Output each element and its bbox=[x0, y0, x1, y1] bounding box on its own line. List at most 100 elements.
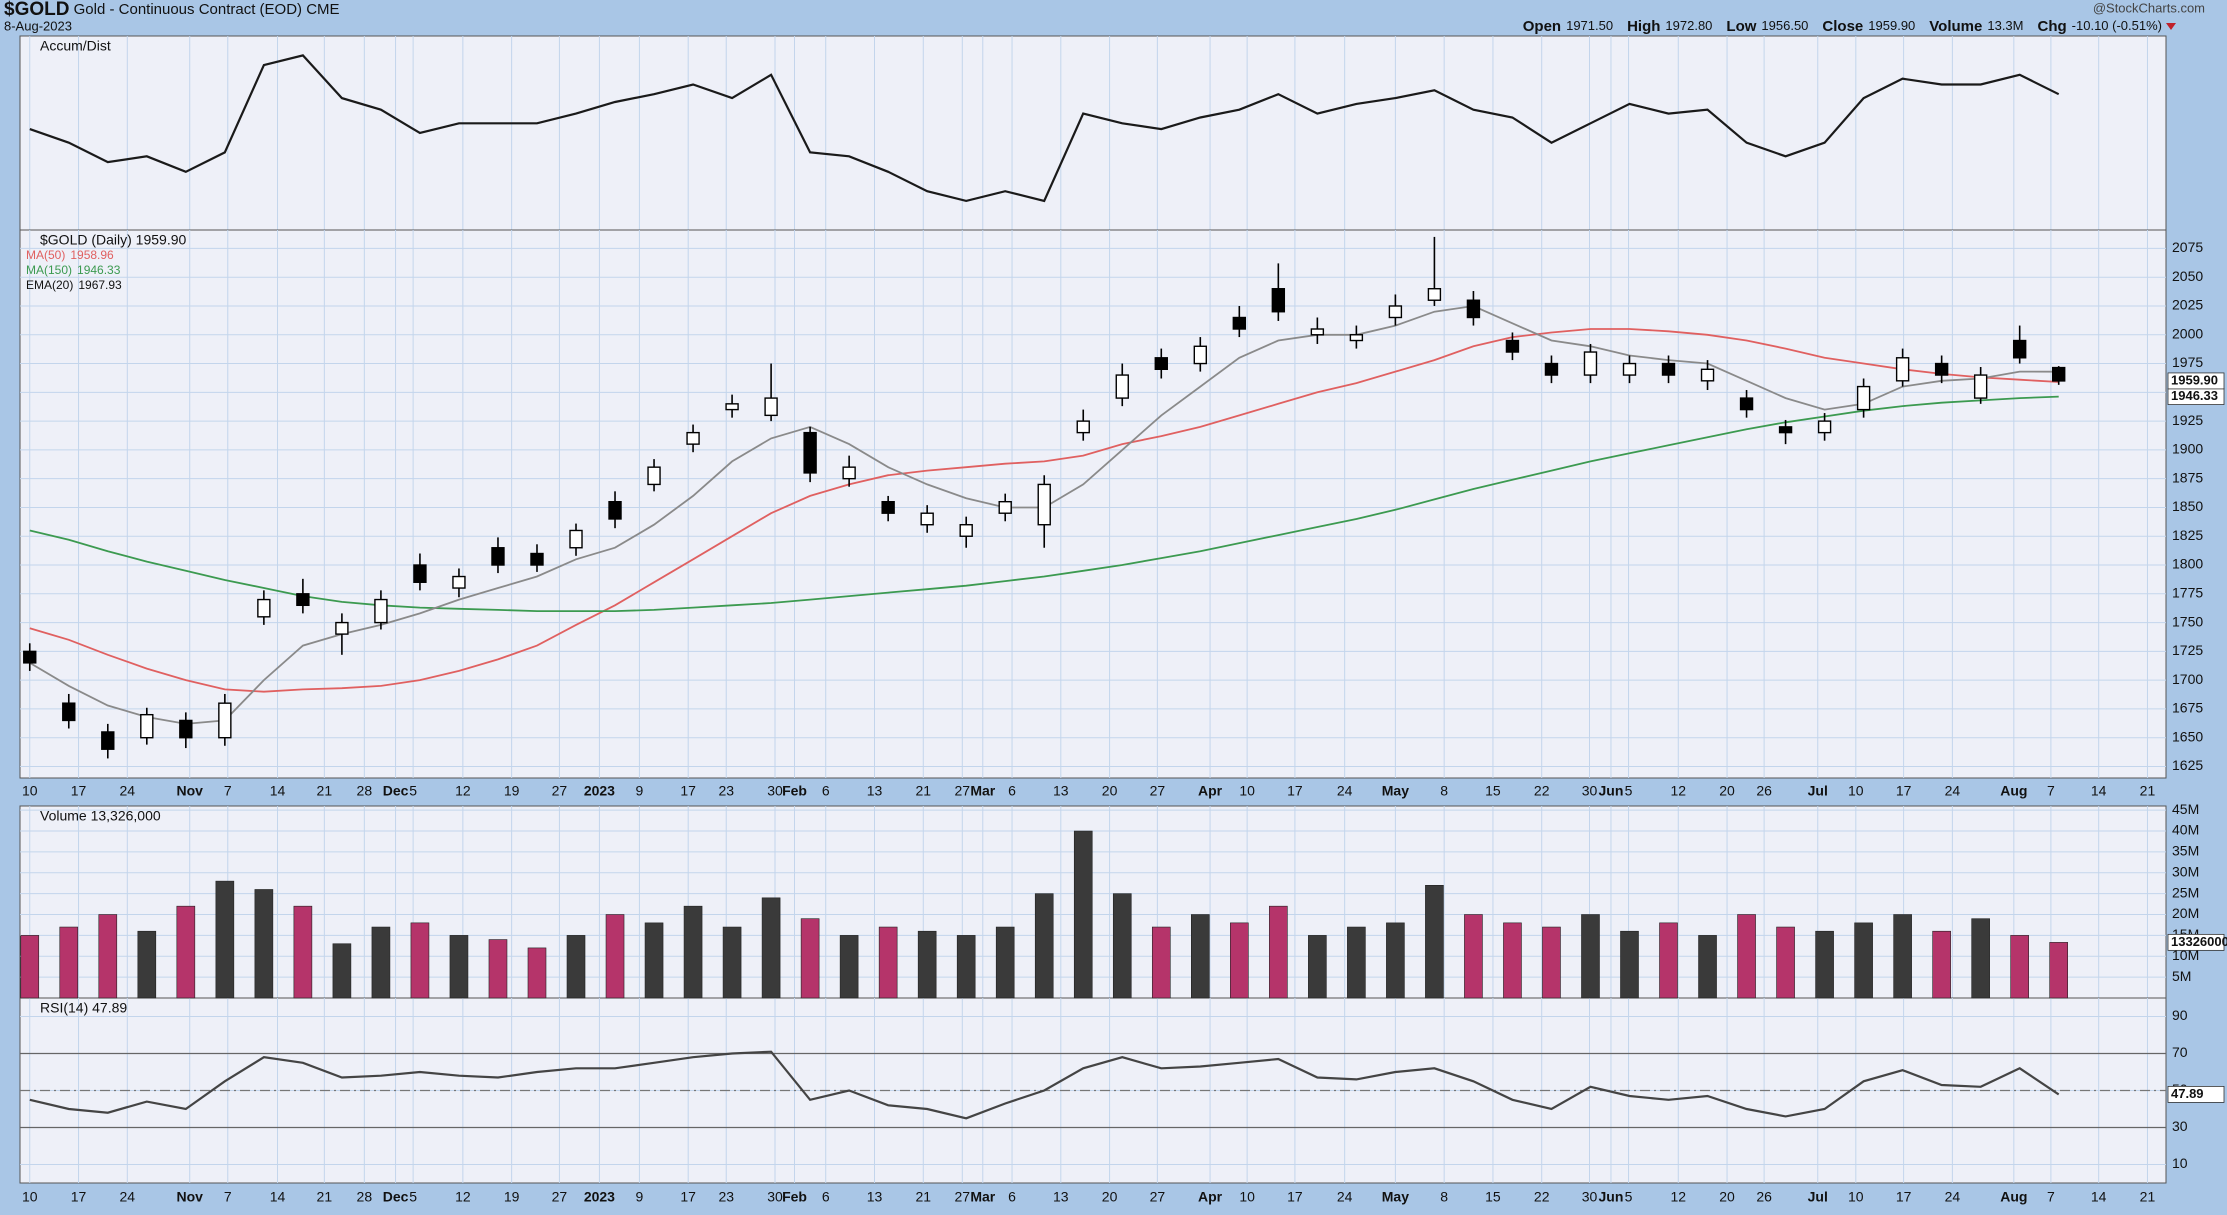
candle-body bbox=[140, 713, 154, 739]
x-tick-label: 24 bbox=[1945, 1189, 1961, 1205]
volume-bar bbox=[254, 889, 274, 999]
volume-bar bbox=[59, 926, 79, 999]
x-tick-label: Feb bbox=[782, 783, 807, 799]
x-tick-label: Nov bbox=[177, 1189, 204, 1205]
x-tick-label: 19 bbox=[504, 1189, 520, 1205]
x-tick-label: Feb bbox=[782, 1189, 807, 1205]
x-tick-label: 24 bbox=[120, 1189, 136, 1205]
x-tick-label: May bbox=[1382, 1189, 1409, 1205]
legend-value: 1967.93 bbox=[78, 278, 122, 292]
value-badge-label: 13326000 bbox=[2171, 934, 2227, 949]
x-tick-label: 20 bbox=[1102, 783, 1118, 799]
x-tick-label: 5 bbox=[409, 783, 417, 799]
x-tick-label: 10 bbox=[1848, 783, 1864, 799]
y-tick-label: 30M bbox=[2172, 863, 2199, 879]
legend-entry: MA(150) 1946.33 bbox=[26, 263, 121, 277]
y-tick-label: 30 bbox=[2172, 1118, 2188, 1134]
x-tick-label: 21 bbox=[915, 783, 931, 799]
candle-body bbox=[1739, 397, 1754, 411]
panel-title: Accum/Dist bbox=[40, 38, 111, 54]
volume-bar bbox=[1854, 922, 1873, 999]
volume-bar bbox=[566, 935, 586, 999]
x-tick-label: Dec bbox=[383, 783, 409, 799]
candle-body bbox=[1778, 426, 1793, 434]
x-tick-label: 20 bbox=[1719, 1189, 1735, 1205]
candle-body bbox=[491, 547, 505, 566]
volume-bar bbox=[956, 935, 976, 999]
y-tick-label: 1975 bbox=[2172, 354, 2203, 370]
x-tick-label: 30 bbox=[767, 1189, 783, 1205]
candle-body bbox=[374, 598, 388, 624]
x-tick-label: 28 bbox=[357, 1189, 373, 1205]
x-tick-label: 13 bbox=[867, 1189, 883, 1205]
volume-bar bbox=[1151, 926, 1171, 999]
stat-value: 1971.50 bbox=[1566, 18, 1613, 33]
y-tick-label: 1800 bbox=[2172, 556, 2203, 572]
volume-bar bbox=[1581, 914, 1600, 999]
x-tick-label: Aug bbox=[2000, 783, 2027, 799]
x-tick-label: 8 bbox=[1440, 1189, 1448, 1205]
x-tick-label: 15 bbox=[1485, 783, 1501, 799]
x-tick-label: 26 bbox=[1756, 1189, 1772, 1205]
x-tick-label: 24 bbox=[1945, 783, 1961, 799]
candle-body bbox=[23, 650, 37, 664]
x-tick-label: 10 bbox=[1239, 1189, 1255, 1205]
x-tick-label: 6 bbox=[822, 783, 830, 799]
candle-body bbox=[530, 552, 544, 566]
candle-body bbox=[1544, 362, 1559, 376]
volume-bar bbox=[605, 914, 625, 999]
stat-label: Low bbox=[1726, 18, 1756, 35]
volume-bar bbox=[1932, 930, 1951, 999]
volume-bar bbox=[995, 926, 1015, 999]
x-tick-label: Aug bbox=[2000, 1189, 2027, 1205]
x-tick-label: 2023 bbox=[584, 783, 615, 799]
stat-value: -10.10 (-0.51%) bbox=[2072, 18, 2162, 33]
volume-bar bbox=[2049, 942, 2068, 999]
x-tick-label: 7 bbox=[2047, 1189, 2055, 1205]
candle-body bbox=[1817, 420, 1832, 434]
volume-bar bbox=[1776, 926, 1795, 999]
y-tick-label: 2000 bbox=[2172, 325, 2203, 341]
candle-body bbox=[1583, 351, 1598, 376]
x-tick-label: Dec bbox=[383, 1189, 409, 1205]
date: 8-Aug-2023 bbox=[4, 18, 72, 33]
x-tick-label: 21 bbox=[317, 783, 333, 799]
volume-bar bbox=[1698, 935, 1717, 999]
candle-body bbox=[686, 431, 700, 445]
x-tick-label: 19 bbox=[504, 783, 520, 799]
volume-bar bbox=[1269, 905, 1288, 999]
x-tick-label: 21 bbox=[317, 1189, 333, 1205]
stat-label: Close bbox=[1822, 18, 1863, 35]
x-tick-label: 7 bbox=[2047, 783, 2055, 799]
candle-body bbox=[1388, 305, 1403, 319]
x-tick-label: 12 bbox=[1670, 783, 1686, 799]
y-tick-label: 70 bbox=[2172, 1044, 2188, 1060]
x-tick-label: 22 bbox=[1534, 1189, 1550, 1205]
x-tick-label: 27 bbox=[955, 783, 971, 799]
legend-value: 1946.33 bbox=[77, 263, 121, 277]
x-tick-label: 14 bbox=[2091, 783, 2107, 799]
candle-body bbox=[218, 702, 232, 739]
x-tick-label: 27 bbox=[552, 783, 568, 799]
x-tick-label: 27 bbox=[1150, 783, 1166, 799]
x-tick-label: 24 bbox=[1337, 783, 1353, 799]
volume-bar bbox=[1893, 914, 1912, 999]
x-tick-label: 30 bbox=[767, 783, 783, 799]
y-tick-label: 1750 bbox=[2172, 613, 2203, 629]
y-tick-label: 5M bbox=[2172, 968, 2191, 984]
volume-bar bbox=[20, 935, 40, 999]
y-tick-label: 1725 bbox=[2172, 642, 2203, 658]
candle-body bbox=[2012, 339, 2027, 359]
x-tick-label: 17 bbox=[1896, 783, 1912, 799]
x-tick-label: Jul bbox=[1808, 783, 1828, 799]
candle-body bbox=[881, 500, 895, 514]
volume-bar bbox=[1034, 893, 1054, 999]
panel bbox=[19, 229, 2167, 779]
x-tick-label: 13 bbox=[867, 783, 883, 799]
y-tick-label: 40M bbox=[2172, 822, 2199, 838]
value-badge-label: 47.89 bbox=[2171, 1086, 2204, 1101]
exchange: CME bbox=[306, 1, 339, 18]
candle-body bbox=[296, 593, 310, 607]
volume-bar bbox=[1620, 930, 1639, 999]
header-line: $GOLD Gold - Continuous Contract (EOD) C… bbox=[4, 0, 340, 20]
